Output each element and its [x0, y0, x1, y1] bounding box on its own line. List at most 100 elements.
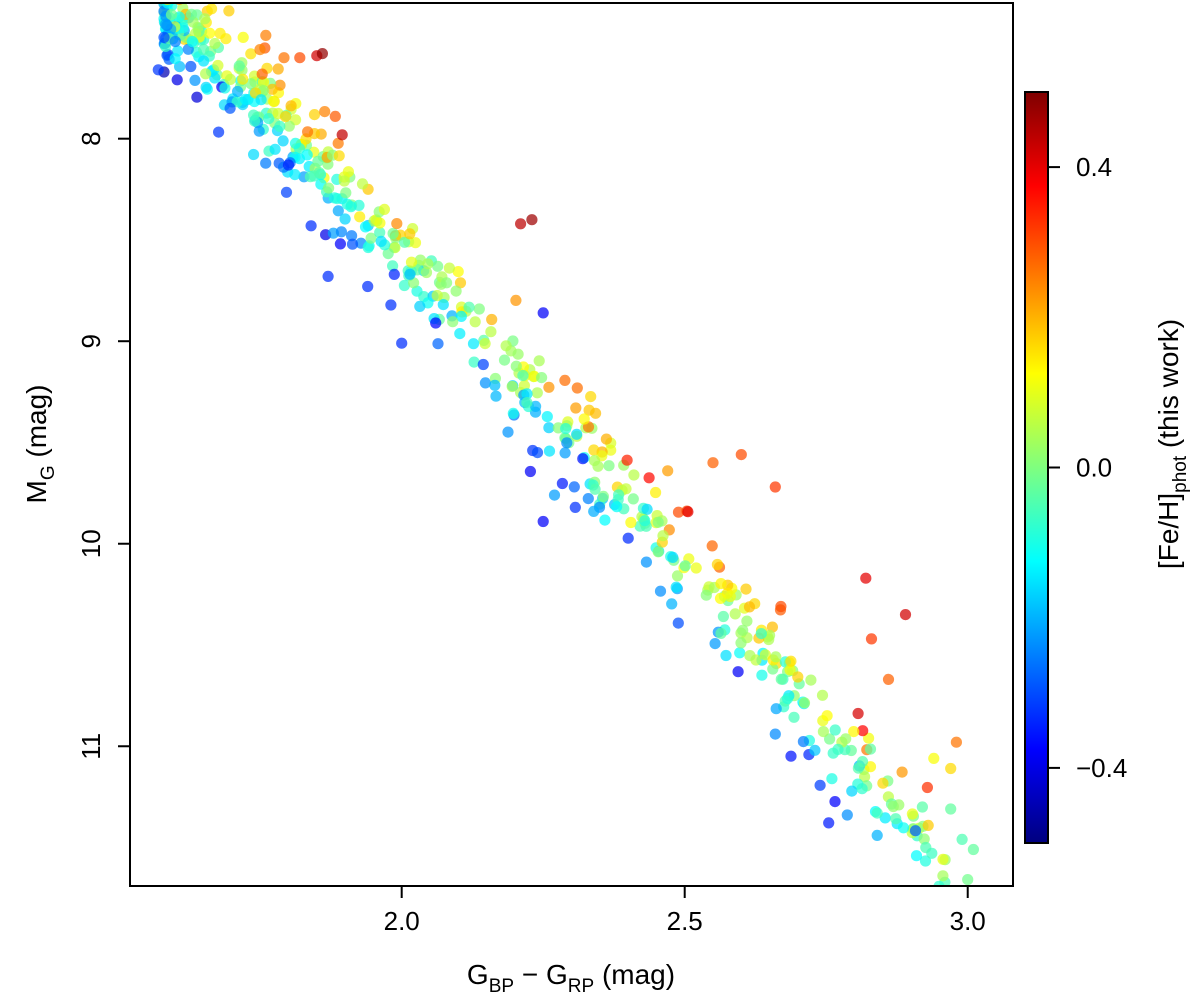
data-point — [543, 445, 556, 457]
colorbar-title: [Fe/H]phot (this work) — [1153, 319, 1191, 569]
x-axis-title-mid: − G — [514, 959, 568, 990]
data-point — [588, 444, 600, 456]
data-point — [613, 489, 625, 501]
data-point — [479, 338, 491, 350]
data-point — [437, 299, 449, 311]
data-point — [171, 74, 183, 86]
data-point — [469, 316, 481, 328]
data-point — [385, 299, 397, 311]
data-point — [387, 227, 399, 240]
data-point — [720, 649, 732, 662]
data-point — [707, 457, 719, 469]
data-point — [840, 733, 852, 745]
data-point — [387, 260, 399, 272]
data-point — [521, 397, 533, 409]
data-point — [829, 796, 841, 808]
data-point — [657, 530, 669, 542]
data-point — [391, 218, 403, 230]
data-point — [388, 268, 400, 280]
data-point — [266, 83, 278, 95]
data-point — [335, 226, 347, 238]
data-point — [717, 610, 730, 623]
data-point — [652, 516, 664, 528]
data-point — [256, 68, 268, 80]
data-point — [852, 707, 864, 720]
data-point — [289, 169, 301, 181]
data-point — [877, 777, 889, 789]
data-point — [237, 73, 249, 85]
data-point — [817, 726, 830, 738]
data-point — [249, 115, 261, 127]
data-point — [329, 110, 341, 122]
data-point — [185, 8, 198, 20]
y-axis-title-unit: (mag) — [21, 384, 52, 465]
data-point — [737, 624, 749, 636]
data-point — [454, 277, 467, 289]
data-point — [582, 493, 594, 505]
colorbar: −0.4 0.0 0.4 [Fe/H]phot (this work) — [1024, 91, 1191, 844]
data-point — [152, 64, 164, 76]
data-point — [398, 279, 410, 292]
data-point — [524, 465, 537, 478]
data-point — [346, 238, 359, 250]
data-point — [735, 449, 747, 461]
data-point — [206, 3, 218, 15]
data-point — [490, 390, 502, 402]
data-point — [937, 853, 949, 865]
data-point — [313, 167, 325, 179]
data-point — [537, 307, 549, 319]
data-point — [500, 340, 512, 352]
data-point — [333, 150, 345, 162]
data-point — [209, 37, 221, 50]
data-point — [450, 285, 462, 297]
data-point — [821, 710, 833, 722]
data-point — [278, 52, 290, 64]
data-point — [332, 137, 344, 149]
data-point — [597, 490, 610, 502]
data-point — [824, 733, 836, 745]
data-point — [781, 693, 794, 705]
data-point — [709, 638, 721, 650]
data-point — [338, 175, 350, 187]
data-point — [378, 203, 390, 215]
data-point — [277, 135, 289, 147]
data-point — [816, 689, 829, 701]
data-point — [945, 803, 957, 815]
y-axis-title-sub: G — [38, 465, 59, 480]
data-point — [671, 570, 684, 582]
data-point — [863, 732, 875, 744]
data-point — [399, 236, 411, 248]
data-point — [937, 870, 949, 882]
data-point — [882, 673, 895, 686]
data-point — [860, 572, 872, 584]
data-point — [909, 825, 922, 837]
data-point — [269, 143, 281, 155]
data-point — [650, 486, 662, 499]
data-point — [289, 137, 302, 149]
data-point — [559, 447, 571, 459]
data-point — [177, 22, 189, 34]
data-point — [724, 590, 736, 603]
data-point — [467, 338, 480, 350]
data-point — [272, 63, 284, 75]
colorbar-title-main: [Fe/H] — [1153, 493, 1184, 569]
y-axis-title-main: M — [21, 480, 52, 503]
data-point — [422, 258, 434, 270]
colorbar-tick-label: −0.4 — [1076, 753, 1127, 783]
data-point — [548, 489, 561, 501]
data-point — [896, 766, 908, 778]
data-point — [339, 213, 351, 225]
data-point — [441, 277, 453, 289]
y-tick-label: 10 — [76, 529, 106, 558]
data-point — [792, 671, 804, 683]
data-point — [255, 94, 267, 106]
data-point — [570, 402, 582, 414]
data-point — [846, 785, 858, 797]
data-point — [577, 453, 589, 465]
data-point — [543, 381, 555, 393]
data-point — [533, 355, 545, 367]
data-point — [920, 841, 932, 854]
data-point — [627, 493, 639, 505]
data-point — [408, 277, 420, 289]
data-point — [755, 628, 767, 640]
